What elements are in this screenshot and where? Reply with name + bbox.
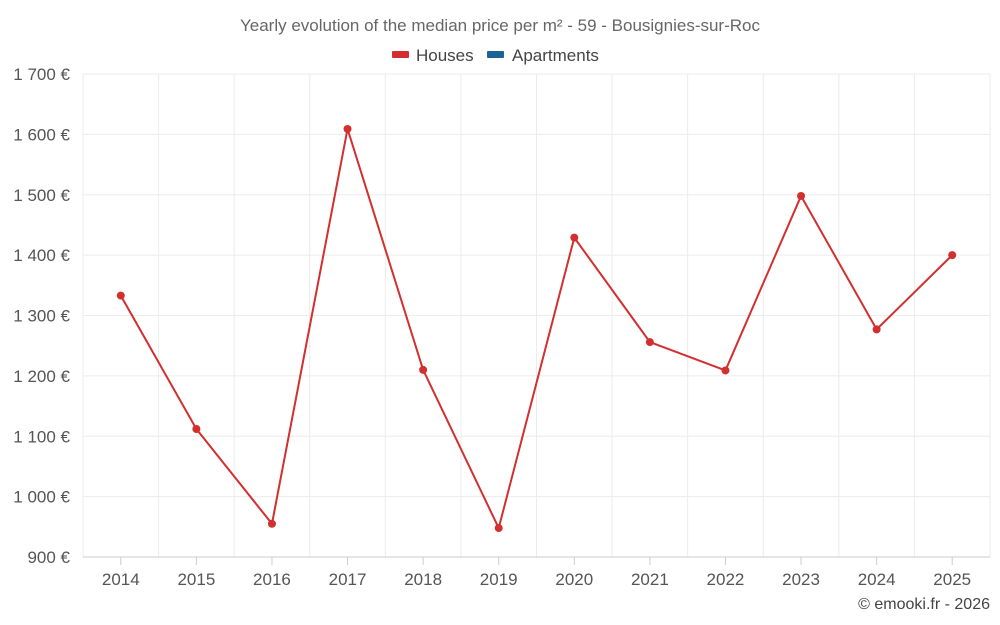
y-tick-label: 1 500 €: [13, 186, 70, 205]
y-axis-ticks: 900 € 1 000 € 1 100 € 1 200 € 1 300 € 1 400 €…: [13, 65, 70, 567]
legend-item-apartments[interactable]: Apartments: [487, 46, 599, 65]
y-tick-label: 900 €: [27, 548, 70, 567]
data-point[interactable]: [872, 325, 881, 334]
y-tick-label: 1 100 €: [13, 427, 70, 446]
x-tick-label: 2023: [782, 570, 820, 589]
y-tick-label: 1 200 €: [13, 367, 70, 386]
grid: [82, 73, 991, 557]
legend: Houses Apartments: [392, 46, 599, 65]
x-tick-label: 2016: [253, 570, 291, 589]
data-point[interactable]: [570, 233, 579, 242]
y-tick-label: 1 600 €: [13, 125, 70, 144]
x-axis-ticks: 2014 2015 2016 2017 2018 2019 2020 2021 2022 2023…: [102, 557, 971, 589]
x-tick-label: 2017: [329, 570, 367, 589]
legend-label-houses: Houses: [416, 46, 474, 65]
x-tick-label: 2019: [480, 570, 518, 589]
x-tick-label: 2024: [858, 570, 896, 589]
data-point[interactable]: [192, 425, 201, 434]
chart-title: Yearly evolution of the median price per…: [240, 16, 761, 35]
y-tick-label: 1 700 €: [13, 65, 70, 84]
x-tick-label: 2018: [404, 570, 442, 589]
legend-swatch-apartments: [487, 51, 504, 58]
legend-item-houses[interactable]: Houses: [392, 46, 474, 65]
x-tick-label: 2020: [555, 570, 593, 589]
data-point[interactable]: [343, 124, 352, 133]
x-tick-label: 2025: [933, 570, 971, 589]
data-point[interactable]: [645, 338, 654, 347]
credit-text: © emooki.fr - 2026: [858, 596, 990, 613]
data-point[interactable]: [116, 291, 125, 300]
x-tick-label: 2015: [177, 570, 215, 589]
x-tick-label: 2022: [707, 570, 745, 589]
series-line-houses: [119, 127, 953, 530]
legend-label-apartments: Apartments: [512, 46, 599, 65]
data-point[interactable]: [494, 524, 503, 533]
x-tick-label: 2021: [631, 570, 669, 589]
y-tick-label: 1 000 €: [13, 488, 70, 507]
y-tick-label: 1 400 €: [13, 246, 70, 265]
y-tick-label: 1 300 €: [13, 307, 70, 326]
x-tick-label: 2014: [102, 570, 140, 589]
data-point[interactable]: [419, 365, 428, 374]
data-point[interactable]: [721, 366, 730, 375]
data-point[interactable]: [797, 191, 806, 200]
legend-swatch-houses: [392, 51, 409, 58]
data-point[interactable]: [948, 251, 957, 260]
series-houses: [116, 124, 957, 533]
data-point[interactable]: [267, 519, 276, 528]
